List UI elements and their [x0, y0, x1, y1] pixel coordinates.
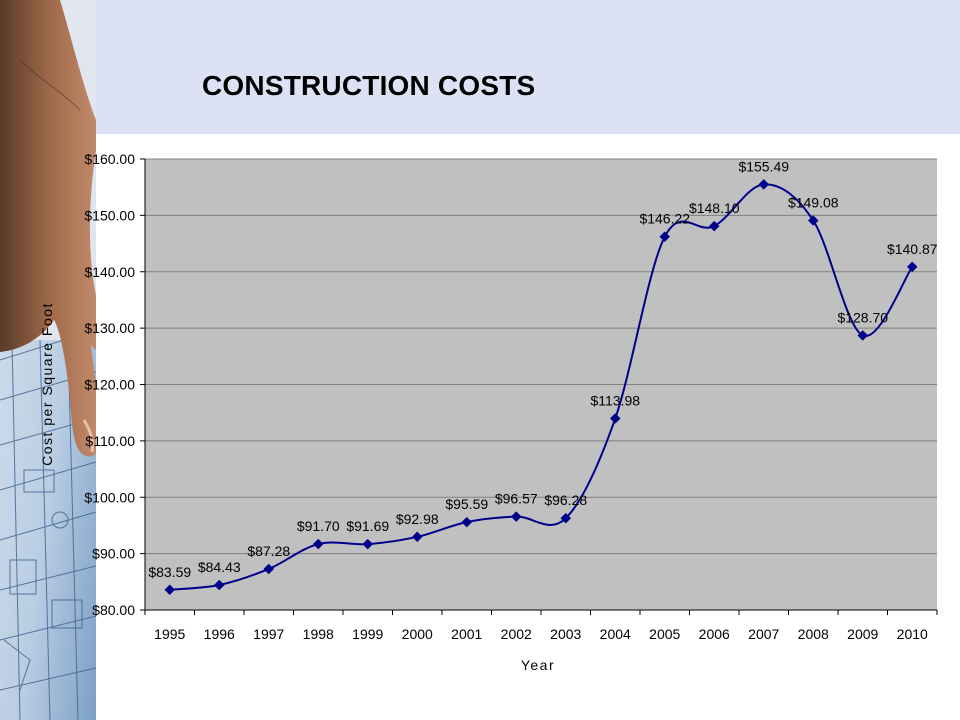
y-axis-title: Cost per Square Foot	[39, 302, 55, 466]
data-labels: $83.59 $84.43 $87.28 $91.70 $91.69 $92.98 $95.…	[148, 158, 937, 579]
data-label: $149.08	[788, 195, 839, 211]
x-tick-label: 1995	[154, 626, 185, 642]
data-point	[857, 330, 869, 341]
data-point	[609, 413, 621, 424]
data-point	[411, 531, 423, 543]
data-label: $84.43	[198, 559, 241, 575]
data-point	[906, 261, 918, 273]
y-tick-label: $80.00	[92, 602, 135, 618]
x-axis-title: Year	[521, 657, 555, 673]
data-label: $91.70	[297, 518, 340, 534]
data-label: $87.28	[247, 543, 290, 559]
series	[164, 179, 918, 596]
x-tick-label: 1997	[253, 626, 284, 642]
data-point	[758, 179, 770, 190]
gridlines	[145, 158, 937, 555]
data-label: $146.22	[639, 211, 690, 227]
y-tick-label: $150.00	[84, 207, 135, 223]
data-label: $113.98	[590, 392, 640, 408]
y-axis-ticks: $80.00 $90.00 $100.00 $110.00 $120.00 $130.00…	[84, 151, 145, 618]
hand-blueprint-photo	[0, 0, 96, 720]
data-point	[263, 563, 275, 575]
y-tick-label: $100.00	[84, 489, 135, 505]
data-point	[659, 231, 671, 243]
y-tick-label: $120.00	[84, 377, 135, 393]
x-tick-label: 2008	[798, 626, 829, 642]
x-tick-label: 1998	[303, 626, 334, 642]
x-tick-label: 2009	[847, 626, 878, 642]
data-point	[560, 512, 572, 524]
data-label: $148.10	[689, 200, 740, 216]
data-point	[807, 215, 819, 226]
data-label: $91.69	[346, 518, 389, 534]
x-tick-label: 2004	[600, 626, 631, 642]
slide-title: CONSTRUCTION COSTS	[202, 70, 536, 101]
header-band	[96, 0, 960, 134]
data-point	[510, 511, 522, 522]
y-tick-label: $110.00	[85, 433, 135, 449]
x-tick-label: 2007	[748, 626, 779, 642]
x-tick-label: 2006	[699, 626, 730, 642]
data-label: $92.98	[396, 511, 439, 527]
x-tick-label: 1999	[352, 626, 383, 642]
data-point	[461, 516, 473, 528]
data-label: $128.70	[837, 309, 888, 325]
y-tick-label: $160.00	[84, 151, 135, 167]
data-label: $140.87	[887, 241, 938, 257]
data-label: $96.28	[544, 492, 587, 508]
data-label: $155.49	[738, 158, 789, 174]
data-point	[213, 579, 225, 591]
x-tick-label: 1996	[204, 626, 235, 642]
data-label: $83.59	[148, 564, 191, 580]
y-tick-label: $90.00	[92, 546, 135, 562]
y-tick-label: $140.00	[84, 264, 135, 280]
x-tick-label: 2005	[649, 626, 680, 642]
x-tick-label: 2003	[550, 626, 581, 642]
data-point	[708, 220, 720, 232]
data-label: $95.59	[445, 496, 488, 512]
data-point	[362, 538, 374, 550]
data-point	[312, 538, 324, 550]
y-tick-label: $130.00	[84, 320, 135, 336]
data-label: $96.57	[495, 491, 538, 507]
data-point	[164, 584, 176, 596]
x-tick-label: 2001	[451, 626, 482, 642]
x-tick-label: 2010	[897, 626, 928, 642]
x-tick-label: 2000	[402, 626, 433, 642]
x-tick-label: 2002	[501, 626, 532, 642]
x-axis-ticks: 1995 1996 1997 1998 1999 2000 2001 2002 2003 2004…	[144, 610, 938, 642]
